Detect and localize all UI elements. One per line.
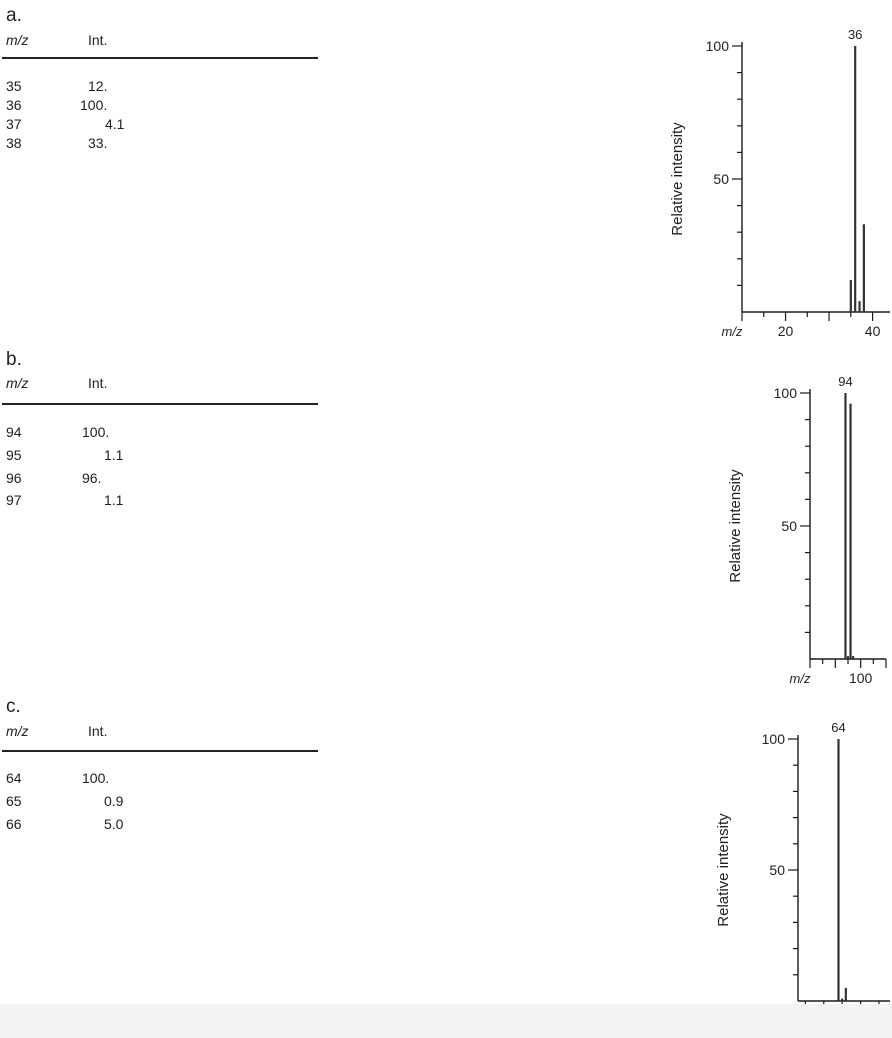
spectrum-chart-b: 50 100 100 m/z Relative intensity 94	[727, 374, 887, 686]
x-tick-label: 20	[778, 323, 794, 339]
peak-label: 94	[838, 374, 852, 389]
y-tick-label: 100	[706, 38, 730, 54]
peak-label: 36	[848, 27, 862, 42]
int-value: 100.	[80, 97, 108, 113]
table-row: 36 100.	[0, 97, 320, 115]
table-row: 65 0.9	[0, 793, 320, 811]
mz-value: 37	[6, 116, 22, 132]
int-header: Int.	[88, 375, 108, 391]
x-axis-label: m/z	[722, 324, 743, 339]
table-row: 95 1.1	[0, 447, 320, 465]
mz-header: m/z	[6, 723, 29, 739]
mz-value: 64	[6, 770, 22, 786]
int-value: 4.1	[105, 116, 125, 132]
y-tick-label: 50	[713, 171, 729, 187]
mz-header: m/z	[6, 375, 29, 391]
table-row: 94 100.	[0, 424, 320, 442]
int-header: Int.	[88, 723, 108, 739]
y-tick-label: 100	[774, 385, 798, 401]
table-row: 64 100.	[0, 770, 320, 788]
mz-value: 97	[6, 492, 22, 508]
int-value: 5.0	[104, 816, 124, 832]
table-row: 37 4.1	[0, 116, 320, 134]
table-row: 97 1.1	[0, 492, 320, 510]
spectrum-chart-a: 50 100 20 40 m/z Relative intensity 36	[669, 27, 890, 339]
int-value: 0.9	[104, 793, 124, 809]
x-tick-label: 40	[865, 323, 881, 339]
y-tick-label: 50	[781, 518, 797, 534]
int-value: 1.1	[104, 447, 124, 463]
mz-value: 35	[6, 78, 22, 94]
mz-value: 94	[6, 424, 22, 440]
table-row: 38 33.	[0, 135, 320, 153]
int-value: 96.	[82, 470, 102, 486]
int-value: 100.	[82, 424, 110, 440]
int-value: 1.1	[104, 492, 124, 508]
bottom-band	[0, 1004, 892, 1038]
y-axis-label: Relative intensity	[727, 469, 744, 583]
int-header: Int.	[88, 32, 108, 48]
mz-value: 66	[6, 816, 22, 832]
table-row: 96 96.	[0, 470, 320, 488]
mz-value: 65	[6, 793, 22, 809]
mz-value: 38	[6, 135, 22, 151]
x-axis-label: m/z	[790, 671, 811, 686]
panel-letter: a.	[6, 5, 22, 26]
table-row: 35 12.	[0, 78, 320, 96]
y-axis-label: Relative intensity	[715, 813, 732, 927]
panel-letter: c.	[6, 696, 21, 717]
table-rule	[2, 750, 318, 752]
x-tick-label: 100	[849, 670, 873, 686]
table-rule	[2, 57, 318, 59]
int-value: 100.	[82, 770, 110, 786]
int-value: 12.	[88, 78, 108, 94]
peak-label: 64	[831, 720, 845, 735]
y-tick-label: 100	[762, 731, 786, 747]
int-value: 33.	[88, 135, 108, 151]
table-row: 66 5.0	[0, 816, 320, 834]
mz-value: 36	[6, 97, 22, 113]
y-axis-label: Relative intensity	[669, 122, 686, 236]
mz-value: 96	[6, 470, 22, 486]
y-tick-label: 50	[769, 862, 785, 878]
table-rule	[2, 403, 318, 405]
mz-header: m/z	[6, 32, 29, 48]
mz-value: 95	[6, 447, 22, 463]
panel-letter: b.	[6, 349, 22, 370]
